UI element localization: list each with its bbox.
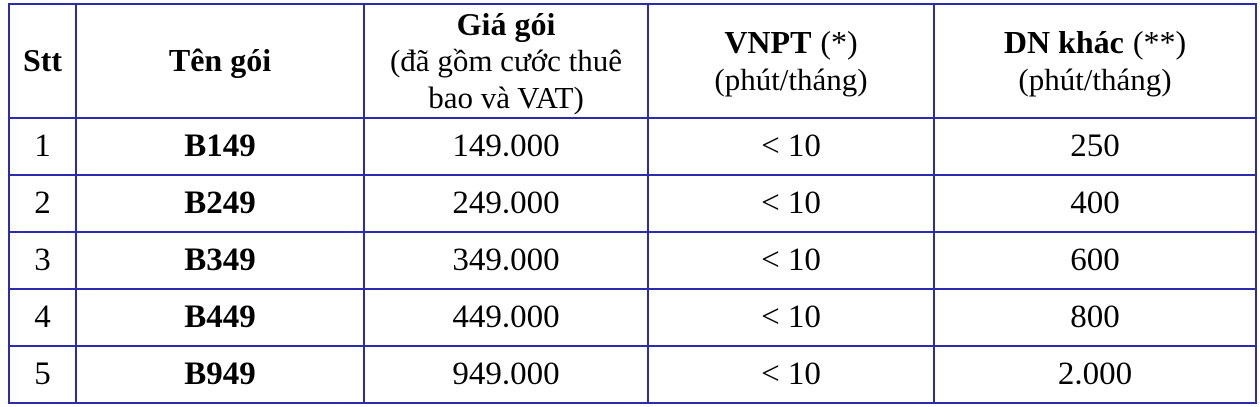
pricing-table: Stt Tên gói Giá gói (đã gồm cước thuê ba… xyxy=(8,3,1257,404)
column-subtitle: (đã gồm cước thuê bao và VAT) xyxy=(389,43,623,115)
column-note: (*) xyxy=(820,23,858,60)
column-subtitle: (phút/tháng) xyxy=(714,61,868,97)
cell-vnpt-minutes: < 10 xyxy=(647,288,935,347)
cell-vnpt-minutes: < 10 xyxy=(647,345,935,404)
cell-price: 149.000 xyxy=(363,117,649,176)
cell-stt: 5 xyxy=(8,345,77,404)
cell-price: 249.000 xyxy=(363,174,649,233)
column-subtitle: (phút/tháng) xyxy=(1018,61,1172,97)
cell-vnpt-minutes: < 10 xyxy=(647,231,935,290)
column-header-stt: Stt xyxy=(8,3,77,119)
cell-price: 349.000 xyxy=(363,231,649,290)
column-header-gia-goi: Giá gói (đã gồm cước thuê bao và VAT) xyxy=(363,3,649,119)
table-header-row: Stt Tên gói Giá gói (đã gồm cước thuê ba… xyxy=(8,3,1257,119)
column-header-ten-goi: Tên gói xyxy=(75,3,365,119)
column-note: (**) xyxy=(1132,23,1187,60)
cell-package-name: B349 xyxy=(75,231,365,290)
cell-package-name: B449 xyxy=(75,288,365,347)
cell-other-minutes: 800 xyxy=(933,288,1257,347)
column-title: Giá gói xyxy=(456,5,556,42)
cell-stt: 4 xyxy=(8,288,77,347)
table-row: 5 B949 949.000 < 10 2.000 xyxy=(8,345,1257,404)
cell-stt: 3 xyxy=(8,231,77,290)
table-row: 4 B449 449.000 < 10 800 xyxy=(8,288,1257,347)
cell-package-name: B249 xyxy=(75,174,365,233)
cell-package-name: B149 xyxy=(75,117,365,176)
cell-vnpt-minutes: < 10 xyxy=(647,174,935,233)
cell-price: 949.000 xyxy=(363,345,649,404)
cell-other-minutes: 2.000 xyxy=(933,345,1257,404)
cell-package-name: B949 xyxy=(75,345,365,404)
column-header-dn-khac: DN khác (**) (phút/tháng) xyxy=(933,3,1257,119)
cell-stt: 2 xyxy=(8,174,77,233)
table-row: 1 B149 149.000 < 10 250 xyxy=(8,117,1257,176)
cell-other-minutes: 400 xyxy=(933,174,1257,233)
column-title: DN khác xyxy=(1003,23,1124,60)
column-title: Stt xyxy=(22,42,63,79)
cell-price: 449.000 xyxy=(363,288,649,347)
cell-other-minutes: 600 xyxy=(933,231,1257,290)
column-title: Tên gói xyxy=(168,42,272,79)
table-row: 3 B349 349.000 < 10 600 xyxy=(8,231,1257,290)
cell-vnpt-minutes: < 10 xyxy=(647,117,935,176)
table-row: 2 B249 249.000 < 10 400 xyxy=(8,174,1257,233)
cell-stt: 1 xyxy=(8,117,77,176)
cell-other-minutes: 250 xyxy=(933,117,1257,176)
column-header-vnpt: VNPT (*) (phút/tháng) xyxy=(647,3,935,119)
column-title: VNPT xyxy=(724,23,812,60)
